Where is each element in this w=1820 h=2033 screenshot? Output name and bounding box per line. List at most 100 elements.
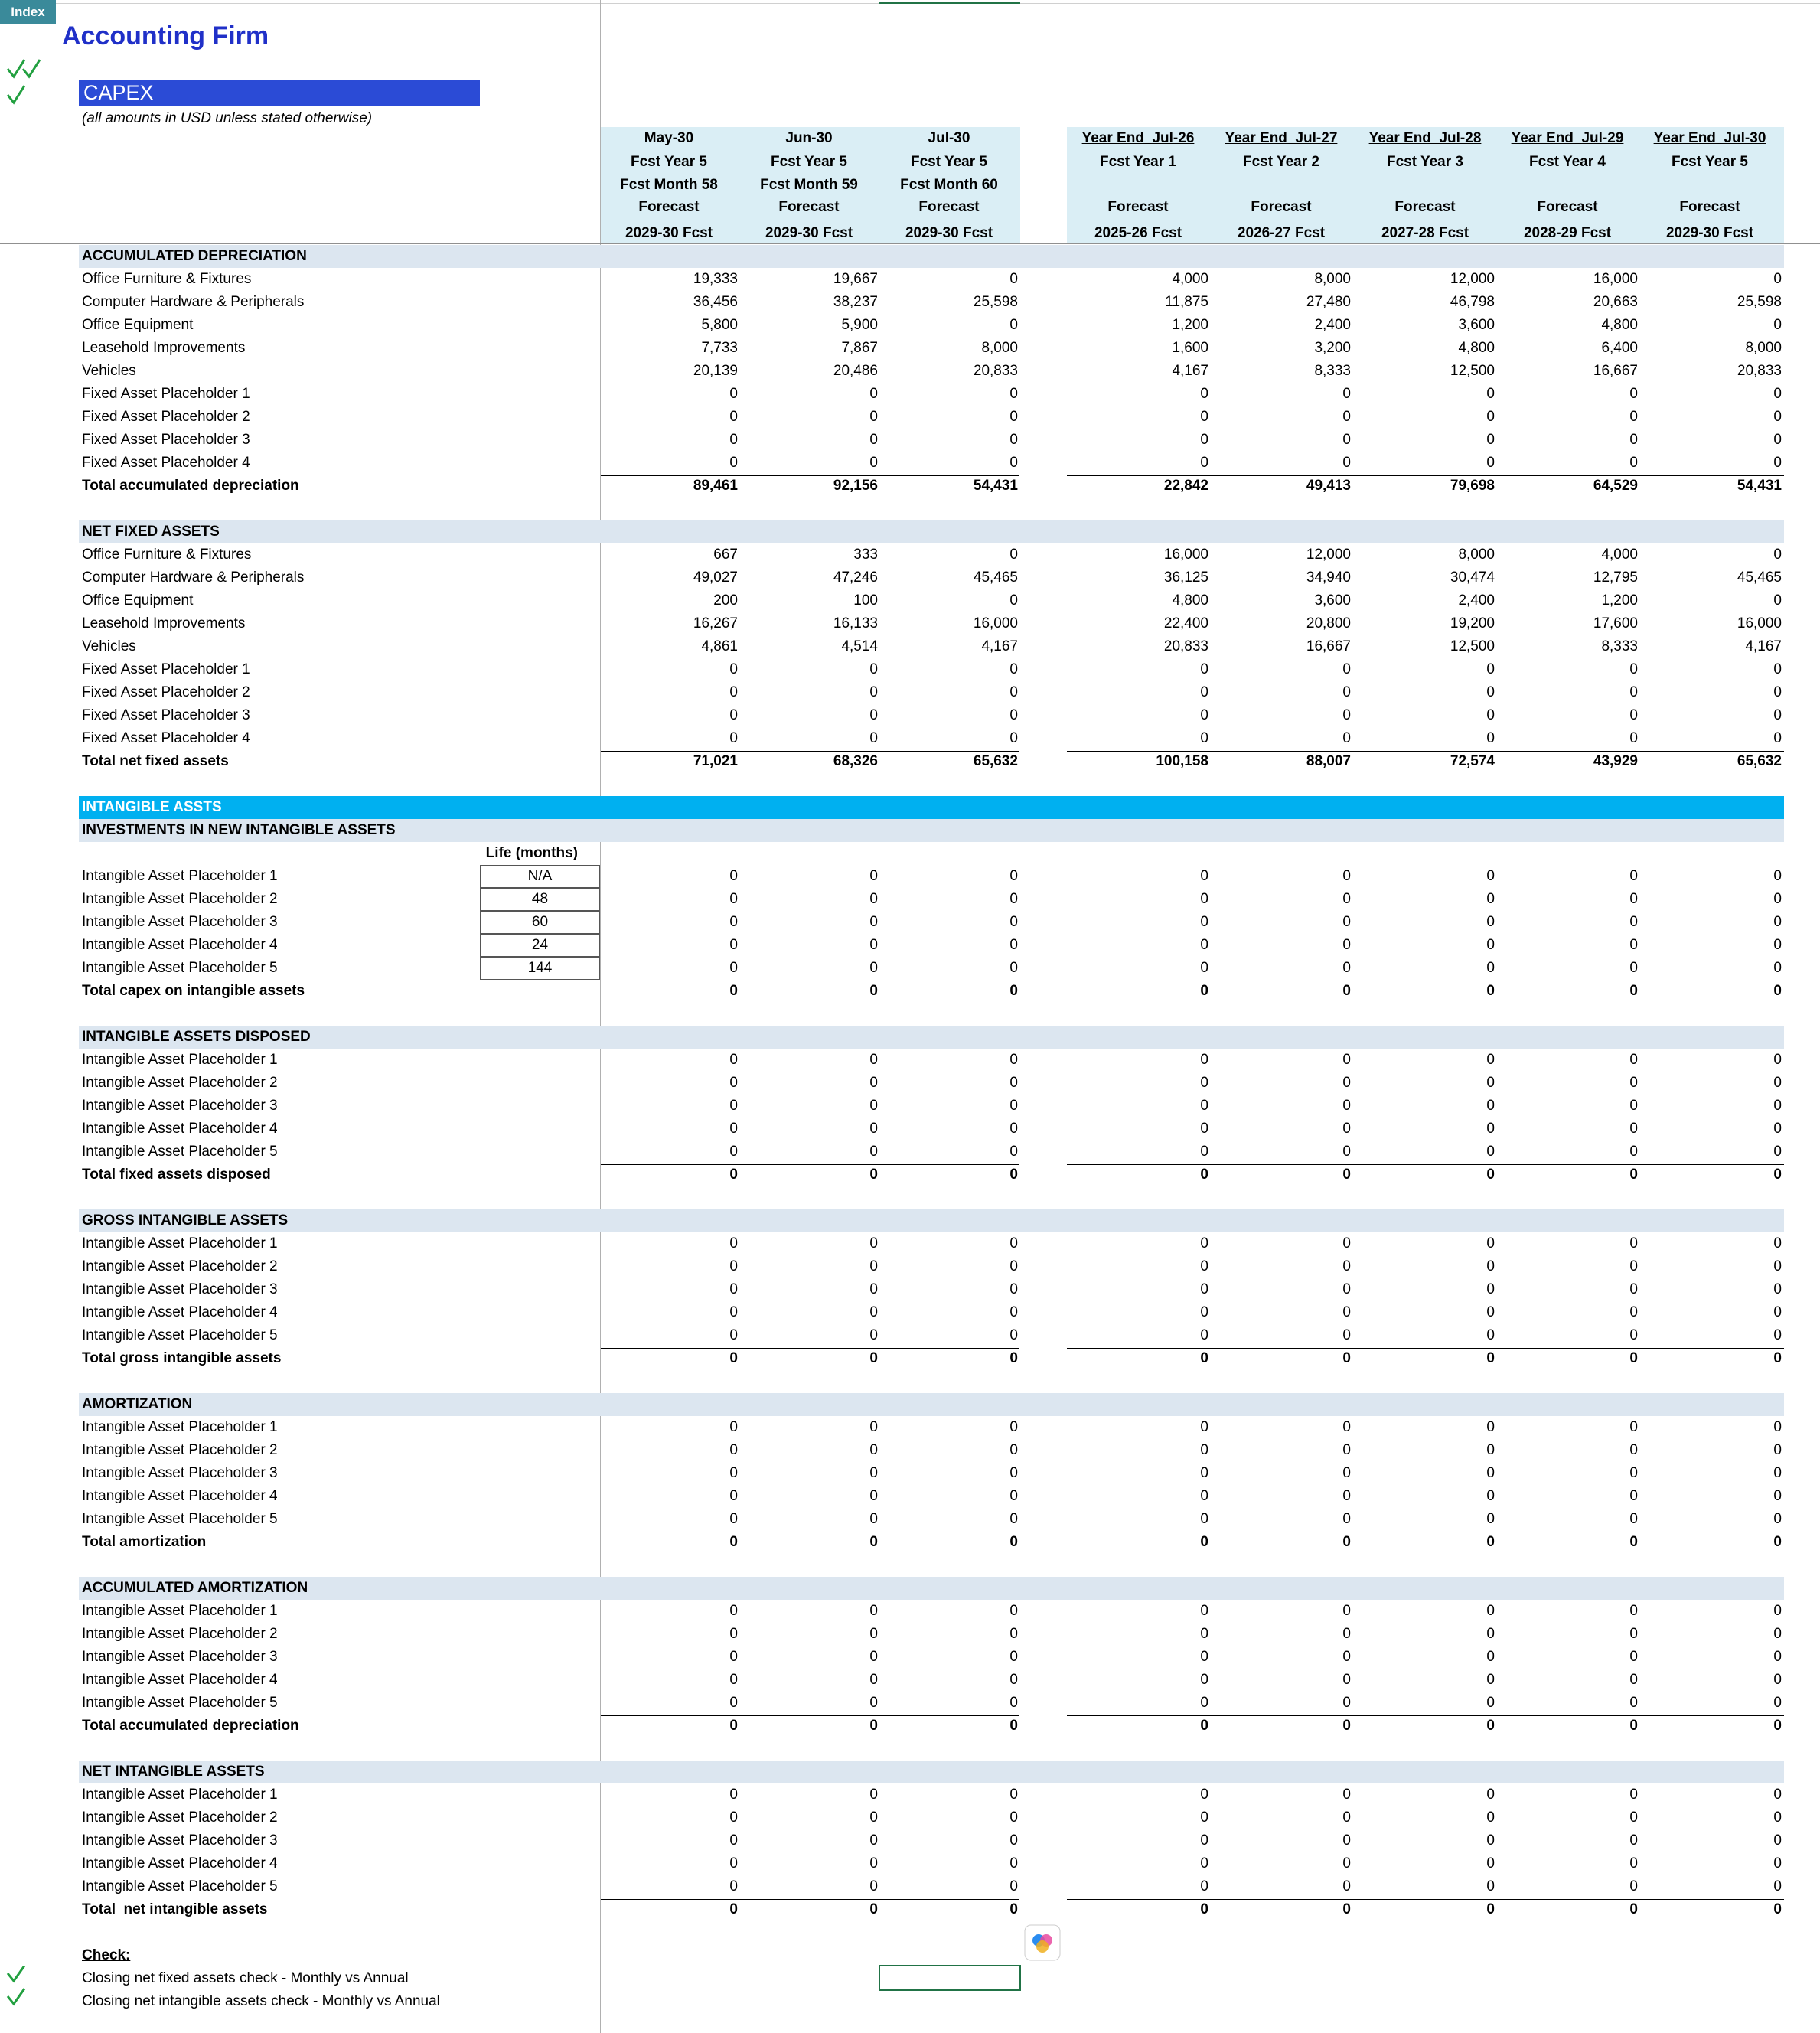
value-cell: 0	[1200, 891, 1208, 907]
value-cell: 20,139	[693, 363, 738, 379]
value-cell: 0	[1486, 1672, 1495, 1688]
value-cell: 0	[1629, 1052, 1638, 1068]
value-cell: 0	[1200, 1832, 1208, 1849]
column-header: Fcst Month 60	[900, 177, 998, 193]
row-label: Intangible Asset Placeholder 5	[82, 1327, 278, 1343]
total-label: Total amortization	[82, 1534, 207, 1550]
value-cell: 0	[1200, 1258, 1208, 1274]
value-cell: 0	[1342, 432, 1351, 448]
total-value: 0	[1773, 1167, 1782, 1183]
value-cell: 3,200	[1314, 340, 1351, 356]
value-cell: 0	[729, 1855, 738, 1871]
total-value: 92,156	[833, 478, 878, 494]
index-button[interactable]: Index	[0, 0, 56, 24]
total-rule	[1067, 1715, 1784, 1716]
value-cell: 0	[869, 1832, 878, 1849]
row-label: Intangible Asset Placeholder 4	[82, 937, 278, 953]
value-cell: 0	[869, 1419, 878, 1435]
value-cell: 34,940	[1306, 569, 1351, 586]
value-cell: 0	[1773, 547, 1782, 563]
selected-cell[interactable]	[879, 1965, 1021, 1991]
value-cell: 0	[1200, 1052, 1208, 1068]
total-value: 0	[869, 1350, 878, 1366]
row-label: Intangible Asset Placeholder 4	[82, 1855, 278, 1871]
value-cell: 0	[1342, 1695, 1351, 1711]
title: Accounting Firm	[62, 21, 269, 51]
value-cell: 1,600	[1172, 340, 1208, 356]
value-cell: 0	[1200, 1121, 1208, 1137]
value-cell: 8,000	[1745, 340, 1782, 356]
value-cell: 0	[1486, 868, 1495, 884]
value-cell: 0	[1773, 684, 1782, 700]
value-cell: 0	[1009, 1603, 1018, 1619]
column-header: Year End Jul-30	[1653, 130, 1766, 146]
value-cell: 0	[1486, 1235, 1495, 1251]
value-cell: 0	[869, 891, 878, 907]
value-cell: 0	[1629, 1442, 1638, 1458]
total-value: 54,431	[973, 478, 1018, 494]
value-cell: 0	[869, 1121, 878, 1137]
value-cell: 0	[869, 1855, 878, 1871]
value-cell: 0	[1486, 1832, 1495, 1849]
value-cell: 0	[1009, 1327, 1018, 1343]
value-cell: 0	[1629, 868, 1638, 884]
row-label: Intangible Asset Placeholder 4	[82, 1672, 278, 1688]
value-cell: 0	[1773, 960, 1782, 976]
value-cell: 0	[1629, 1672, 1638, 1688]
value-cell: 0	[1200, 1488, 1208, 1504]
value-cell: 0	[869, 1304, 878, 1320]
total-rule	[601, 1348, 1019, 1349]
value-cell: 0	[1773, 1626, 1782, 1642]
value-cell: 0	[1009, 707, 1018, 723]
value-cell: 0	[869, 730, 878, 746]
value-cell: 0	[729, 455, 738, 471]
column-header: Forecast	[638, 199, 700, 215]
value-cell: 0	[1009, 1695, 1018, 1711]
value-cell: 0	[1342, 1488, 1351, 1504]
value-cell: 0	[729, 1281, 738, 1297]
value-cell: 0	[869, 1672, 878, 1688]
active-column-indicator	[879, 2, 1020, 4]
value-cell: 0	[1009, 1626, 1018, 1642]
value-cell: 0	[1009, 1235, 1018, 1251]
row-label: Intangible Asset Placeholder 3	[82, 1465, 278, 1481]
value-cell: 0	[1629, 1832, 1638, 1849]
row-label: Intangible Asset Placeholder 5	[82, 1511, 278, 1527]
value-cell: 0	[729, 1603, 738, 1619]
value-cell: 0	[1342, 1855, 1351, 1871]
value-cell: 0	[1629, 1419, 1638, 1435]
row-label: Intangible Asset Placeholder 1	[82, 1235, 278, 1251]
value-cell: 0	[1486, 891, 1495, 907]
total-value: 43,929	[1593, 753, 1638, 769]
row-label: Intangible Asset Placeholder 2	[82, 891, 278, 907]
value-cell: 12,000	[1306, 547, 1351, 563]
column-header: 2026-27 Fcst	[1237, 225, 1326, 241]
total-value: 0	[1773, 983, 1782, 999]
value-cell: 0	[869, 960, 878, 976]
value-cell: 0	[869, 455, 878, 471]
row-label: Office Furniture & Fixtures	[82, 271, 252, 287]
value-cell: 0	[1773, 1304, 1782, 1320]
value-cell: 0	[1629, 1144, 1638, 1160]
total-value: 0	[869, 1718, 878, 1734]
total-label: Total gross intangible assets	[82, 1350, 282, 1366]
row-label: Intangible Asset Placeholder 2	[82, 1809, 278, 1826]
value-cell: 0	[1009, 455, 1018, 471]
value-cell: 0	[729, 1075, 738, 1091]
value-cell: 7,867	[841, 340, 878, 356]
check-status-icons	[6, 1966, 26, 2006]
value-cell: 0	[1009, 1419, 1018, 1435]
total-rule	[601, 1715, 1019, 1716]
life-cell: 48	[480, 888, 600, 911]
life-cell: 144	[480, 957, 600, 980]
value-cell: 4,861	[701, 638, 738, 654]
value-cell: 0	[1486, 1075, 1495, 1091]
total-value: 0	[729, 1350, 738, 1366]
copilot-button[interactable]	[1023, 1924, 1062, 1962]
value-cell: 0	[1342, 914, 1351, 930]
section-header: NET INTANGIBLE ASSETS	[79, 1761, 1784, 1783]
value-cell: 0	[1200, 1144, 1208, 1160]
value-cell: 0	[1009, 868, 1018, 884]
value-cell: 0	[869, 1281, 878, 1297]
